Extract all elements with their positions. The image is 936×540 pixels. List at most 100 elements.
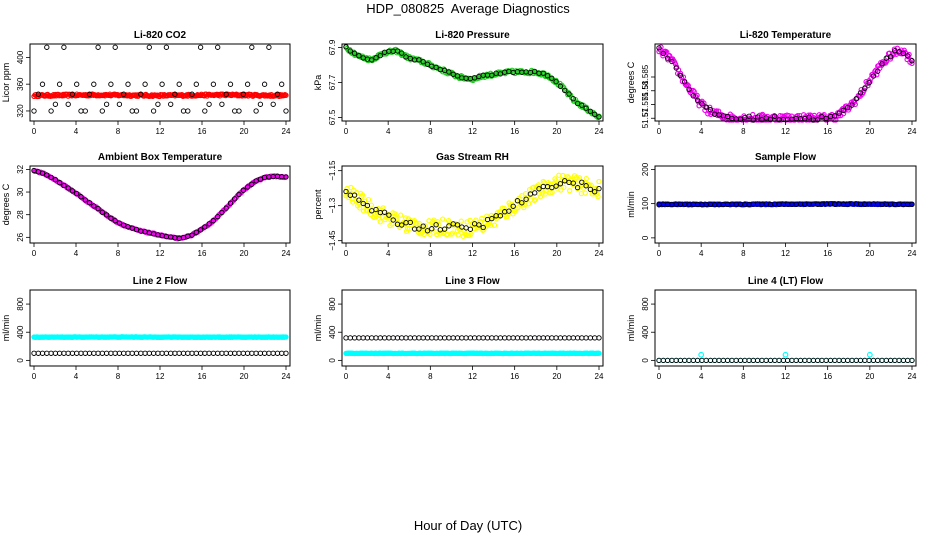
data-point bbox=[707, 104, 713, 110]
figure-title: HDP_080825 Average Diagnostics bbox=[366, 1, 570, 16]
data-point bbox=[347, 335, 353, 341]
data-point bbox=[56, 81, 63, 87]
y-tick-label: 320 bbox=[16, 104, 25, 118]
data-point bbox=[351, 335, 358, 341]
data-point bbox=[146, 44, 152, 50]
panel-title: Gas Stream RH bbox=[436, 152, 509, 163]
data-point bbox=[369, 57, 375, 63]
data-point bbox=[420, 223, 426, 229]
data-point bbox=[759, 117, 765, 123]
x-tick-label: 16 bbox=[510, 127, 519, 136]
data-point bbox=[82, 197, 88, 203]
y-tick-label: 800 bbox=[16, 297, 25, 311]
data-point bbox=[223, 205, 229, 211]
data-point bbox=[446, 69, 452, 75]
data-point bbox=[99, 209, 105, 215]
data-point bbox=[232, 196, 238, 202]
data-point bbox=[856, 92, 862, 99]
data-point bbox=[108, 350, 114, 356]
data-point bbox=[780, 357, 787, 364]
series-mean bbox=[656, 44, 915, 123]
data-point bbox=[351, 50, 358, 56]
x-tick-label: 16 bbox=[823, 372, 832, 381]
x-tick-label: 0 bbox=[657, 372, 662, 381]
panel-title: Li-820 Temperature bbox=[740, 30, 832, 41]
data-point bbox=[909, 58, 915, 64]
data-point bbox=[515, 205, 521, 211]
data-point bbox=[497, 213, 504, 219]
x-tick-label: 4 bbox=[386, 249, 391, 258]
data-point bbox=[583, 183, 589, 189]
data-point bbox=[172, 91, 178, 97]
data-point bbox=[875, 68, 881, 74]
x-tick-label: 12 bbox=[468, 249, 477, 258]
data-point bbox=[394, 48, 401, 54]
chart-panel-6: Sample Flow ml/min 0 4 8 12 16 20 24 0 100 200 bbox=[626, 152, 917, 258]
panel-title: Line 3 Flow bbox=[445, 276, 500, 287]
data-point bbox=[404, 225, 411, 232]
data-point bbox=[56, 350, 63, 356]
data-point bbox=[283, 108, 289, 114]
data-point bbox=[416, 335, 422, 341]
data-point bbox=[138, 91, 144, 97]
data-point bbox=[369, 335, 375, 341]
data-point bbox=[489, 335, 495, 341]
data-point bbox=[197, 350, 204, 356]
data-point bbox=[249, 44, 255, 50]
data-point bbox=[694, 92, 700, 99]
data-point bbox=[281, 92, 287, 99]
data-point bbox=[347, 48, 353, 54]
data-point bbox=[900, 50, 907, 57]
data-point bbox=[767, 116, 774, 123]
data-point bbox=[219, 350, 225, 356]
data-point bbox=[95, 205, 101, 212]
data-point bbox=[403, 335, 409, 341]
data-point bbox=[905, 53, 911, 59]
data-point bbox=[909, 60, 915, 67]
data-point bbox=[210, 350, 217, 356]
data-point bbox=[583, 105, 589, 111]
data-point bbox=[283, 334, 289, 340]
y-tick-label: 67.9 bbox=[328, 39, 337, 55]
chart-panel-4: Ambient Box Temperature degrees C 0 4 8 12 16 2… bbox=[1, 152, 291, 258]
data-point bbox=[866, 357, 872, 364]
data-point bbox=[168, 101, 174, 107]
data-point bbox=[176, 81, 182, 87]
data-point bbox=[227, 81, 234, 87]
data-point bbox=[754, 114, 761, 120]
data-point bbox=[244, 184, 251, 190]
data-point bbox=[202, 224, 208, 230]
data-point bbox=[403, 228, 410, 234]
data-point bbox=[514, 335, 521, 341]
data-point bbox=[129, 108, 135, 114]
x-tick-label: 20 bbox=[240, 249, 249, 258]
data-point bbox=[703, 104, 709, 110]
y-axis: 0 400 800 bbox=[641, 297, 655, 363]
data-point bbox=[82, 108, 88, 114]
y-tick-label: 400 bbox=[328, 325, 337, 339]
data-point bbox=[455, 232, 461, 238]
data-point bbox=[810, 357, 817, 364]
data-point bbox=[592, 189, 598, 195]
data-point bbox=[244, 350, 251, 356]
x-tick-label: 4 bbox=[74, 372, 79, 381]
data-point bbox=[116, 101, 123, 107]
data-point bbox=[776, 357, 782, 364]
data-point bbox=[682, 81, 689, 88]
data-point bbox=[579, 102, 585, 108]
data-point bbox=[433, 335, 439, 341]
plot-frame bbox=[654, 43, 917, 122]
data-point bbox=[819, 113, 825, 120]
data-point bbox=[690, 93, 696, 99]
data-point bbox=[587, 186, 594, 193]
data-point bbox=[553, 335, 559, 341]
x-tick-label: 8 bbox=[428, 249, 433, 258]
data-point bbox=[249, 350, 255, 356]
data-point bbox=[870, 357, 877, 364]
data-point bbox=[266, 350, 272, 356]
x-tick-label: 12 bbox=[156, 372, 165, 381]
data-point bbox=[694, 357, 701, 364]
data-point bbox=[866, 351, 873, 358]
data-point bbox=[579, 179, 585, 185]
